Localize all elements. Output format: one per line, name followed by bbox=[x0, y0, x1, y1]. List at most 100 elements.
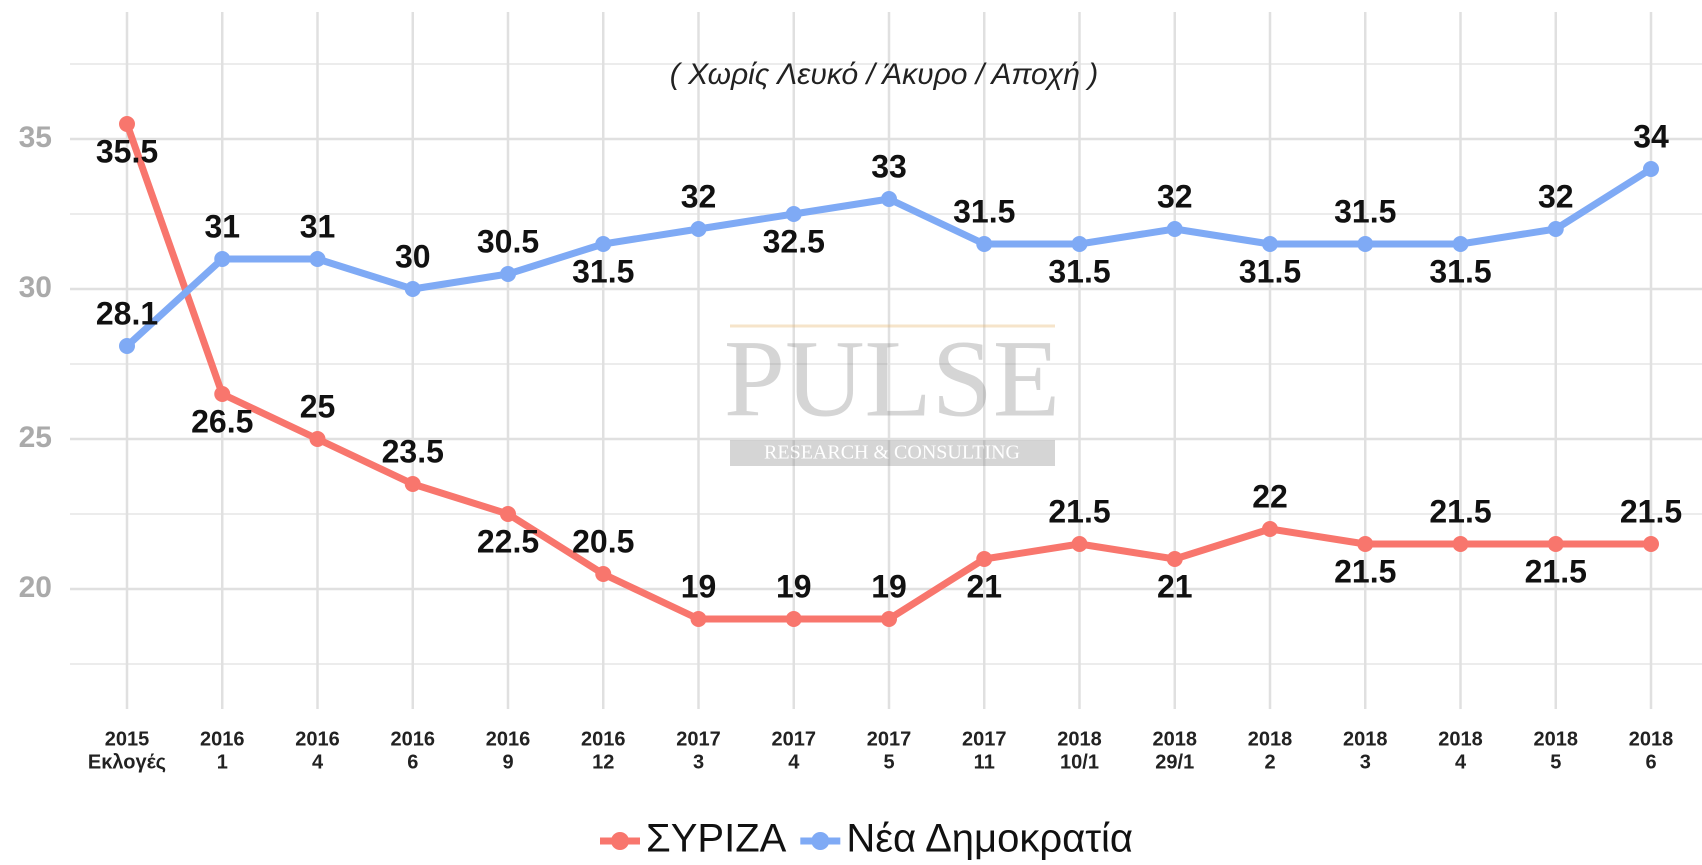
data-label: 21.5 bbox=[1334, 553, 1396, 589]
data-label: 35.5 bbox=[96, 133, 158, 169]
data-point bbox=[881, 191, 897, 207]
data-label: 31.5 bbox=[1239, 253, 1301, 289]
data-label: 30 bbox=[395, 238, 431, 274]
x-tick-label: 2018 bbox=[1153, 728, 1198, 750]
x-tick-label: 6 bbox=[407, 751, 418, 773]
data-point bbox=[1262, 521, 1278, 537]
x-tick-label: 2016 bbox=[295, 728, 340, 750]
x-tick-label: 2018 bbox=[1629, 728, 1674, 750]
x-tick-label: 5 bbox=[883, 751, 894, 773]
y-tick-label: 25 bbox=[19, 421, 52, 454]
data-label: 31 bbox=[300, 208, 336, 244]
data-label: 32 bbox=[681, 178, 717, 214]
data-label: 32.5 bbox=[763, 223, 825, 259]
data-label: 19 bbox=[776, 568, 812, 604]
data-label: 32 bbox=[1157, 178, 1193, 214]
data-label: 31.5 bbox=[953, 193, 1015, 229]
data-label: 31.5 bbox=[572, 253, 634, 289]
data-point bbox=[1452, 536, 1469, 552]
data-point bbox=[976, 551, 993, 567]
x-tick-label: 2017 bbox=[772, 728, 817, 750]
data-label: 34 bbox=[1633, 118, 1669, 154]
x-tick-label: 4 bbox=[312, 751, 324, 773]
x-tick-label: 2016 bbox=[391, 728, 436, 750]
watermark-band bbox=[730, 440, 1055, 466]
data-point bbox=[1071, 236, 1088, 252]
data-point bbox=[1643, 536, 1659, 552]
y-tick-label: 30 bbox=[19, 271, 52, 304]
data-point bbox=[785, 611, 802, 627]
data-label: 28.1 bbox=[96, 295, 158, 331]
data-label: 21.5 bbox=[1525, 553, 1587, 589]
data-point bbox=[309, 251, 326, 267]
data-label: 22.5 bbox=[477, 523, 539, 559]
x-tick-label: 2018 bbox=[1438, 728, 1483, 750]
x-tick-label: 3 bbox=[693, 751, 704, 773]
x-tick-label: 4 bbox=[1455, 751, 1467, 773]
data-point bbox=[1547, 221, 1564, 237]
data-point bbox=[1357, 536, 1374, 552]
legend-label: Νέα Δημοκρατία bbox=[846, 817, 1133, 861]
data-point bbox=[404, 281, 421, 297]
grid bbox=[70, 12, 1702, 709]
data-label: 30.5 bbox=[477, 223, 539, 259]
data-label: 31 bbox=[204, 208, 240, 244]
watermark: PULSE RESEARCH & CONSULTING bbox=[724, 317, 1060, 466]
watermark-subtitle: RESEARCH & CONSULTING bbox=[764, 442, 1020, 464]
x-tick-label: 2018 bbox=[1248, 728, 1293, 750]
x-tick-label: 6 bbox=[1645, 751, 1656, 773]
x-tick-label: 12 bbox=[592, 751, 614, 773]
x-tick-label: 2017 bbox=[676, 728, 721, 750]
data-label: 31.5 bbox=[1048, 253, 1110, 289]
y-tick-label: 35 bbox=[19, 121, 52, 154]
data-point bbox=[785, 206, 802, 222]
data-label: 21 bbox=[966, 568, 1002, 604]
data-label: 25 bbox=[300, 388, 336, 424]
x-tick-label: 3 bbox=[1360, 751, 1371, 773]
data-point bbox=[214, 386, 231, 402]
data-point bbox=[881, 611, 897, 627]
legend-marker bbox=[811, 832, 830, 850]
x-tick-label: 5 bbox=[1550, 751, 1561, 773]
x-tick-label: 4 bbox=[788, 751, 800, 773]
data-label: 31.5 bbox=[1334, 193, 1396, 229]
data-point bbox=[690, 221, 707, 237]
x-tick-label: 9 bbox=[502, 751, 513, 773]
x-tick-label: 2015 bbox=[105, 728, 150, 750]
data-point bbox=[500, 506, 516, 522]
data-point bbox=[500, 266, 516, 282]
data-label: 21.5 bbox=[1048, 493, 1110, 529]
data-point bbox=[119, 116, 135, 132]
watermark-title: PULSE bbox=[724, 317, 1060, 439]
data-point bbox=[1357, 236, 1374, 252]
data-point bbox=[1547, 536, 1564, 552]
x-tick-label: 10/1 bbox=[1060, 751, 1099, 773]
data-point bbox=[1071, 536, 1088, 552]
data-point bbox=[976, 236, 993, 252]
data-point bbox=[690, 611, 707, 627]
data-label: 31.5 bbox=[1429, 253, 1491, 289]
x-tick-label: 2016 bbox=[486, 728, 531, 750]
data-label: 19 bbox=[871, 568, 907, 604]
data-point bbox=[119, 338, 135, 354]
x-tick-label: 2017 bbox=[962, 728, 1007, 750]
x-tick-label: 2018 bbox=[1343, 728, 1388, 750]
legend-label: ΣΥΡΙΖΑ bbox=[646, 817, 787, 861]
legend-marker bbox=[611, 832, 629, 850]
data-point bbox=[595, 236, 612, 252]
chart-subtitle: ( Χωρίς Λευκό / Άκυρο / Αποχή ) bbox=[670, 58, 1098, 91]
x-tick-label: 2 bbox=[1264, 751, 1275, 773]
y-tick-label: 20 bbox=[19, 571, 52, 604]
data-label: 26.5 bbox=[191, 403, 253, 439]
data-point bbox=[309, 431, 326, 447]
data-label: 23.5 bbox=[382, 433, 444, 469]
data-label: 32 bbox=[1538, 178, 1574, 214]
data-label: 21.5 bbox=[1429, 493, 1491, 529]
data-point bbox=[1166, 221, 1183, 237]
data-point bbox=[1452, 236, 1469, 252]
x-tick-label: 1 bbox=[217, 751, 228, 773]
x-tick-label: 2018 bbox=[1057, 728, 1102, 750]
data-label: 22 bbox=[1252, 478, 1288, 514]
